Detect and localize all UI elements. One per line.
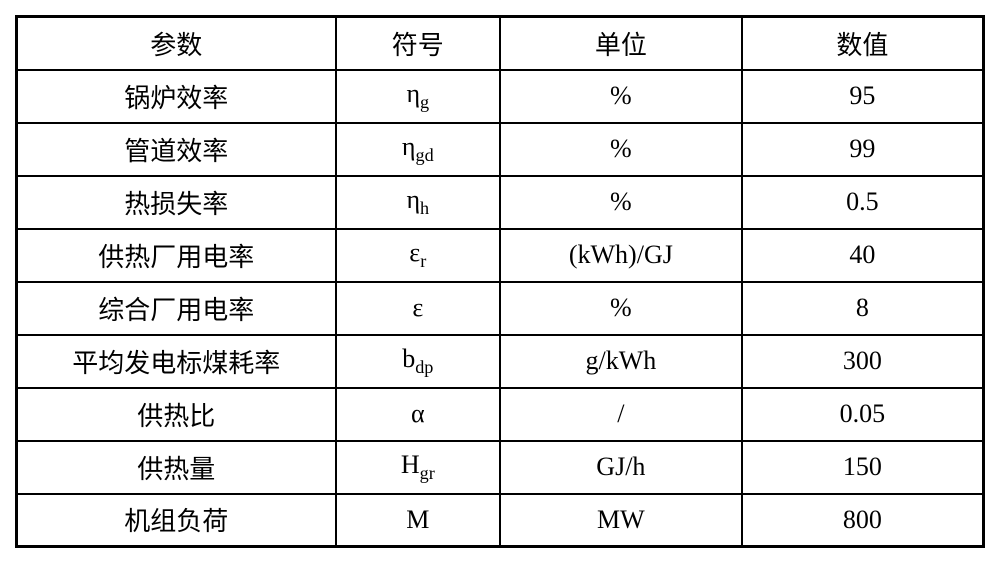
cell-value: 150 (742, 441, 984, 494)
cell-symbol: ηgd (336, 123, 500, 176)
table-row: 综合厂用电率ε%8 (17, 282, 984, 335)
cell-unit: % (500, 176, 742, 229)
cell-symbol: ηg (336, 70, 500, 123)
cell-param: 供热量 (17, 441, 336, 494)
cell-symbol: bdp (336, 335, 500, 388)
table-row: 锅炉效率ηg%95 (17, 70, 984, 123)
header-value: 数值 (742, 17, 984, 70)
cell-unit: (kWh)/GJ (500, 229, 742, 282)
cell-param: 热损失率 (17, 176, 336, 229)
cell-param: 综合厂用电率 (17, 282, 336, 335)
cell-value: 0.5 (742, 176, 984, 229)
table-row: 平均发电标煤耗率bdpg/kWh300 (17, 335, 984, 388)
cell-symbol: α (336, 388, 500, 441)
cell-value: 99 (742, 123, 984, 176)
cell-param: 平均发电标煤耗率 (17, 335, 336, 388)
cell-param: 锅炉效率 (17, 70, 336, 123)
parameter-table: 参数 符号 单位 数值 锅炉效率ηg%95管道效率ηgd%99热损失率ηh%0.… (15, 15, 985, 548)
cell-unit: g/kWh (500, 335, 742, 388)
cell-unit: % (500, 70, 742, 123)
cell-unit: MW (500, 494, 742, 547)
cell-param: 管道效率 (17, 123, 336, 176)
cell-symbol: ηh (336, 176, 500, 229)
cell-symbol: ε (336, 282, 500, 335)
table-row: 供热比α/0.05 (17, 388, 984, 441)
parameter-table-container: 参数 符号 单位 数值 锅炉效率ηg%95管道效率ηgd%99热损失率ηh%0.… (15, 15, 985, 548)
header-param: 参数 (17, 17, 336, 70)
cell-symbol: M (336, 494, 500, 547)
table-row: 供热量HgrGJ/h150 (17, 441, 984, 494)
cell-param: 供热厂用电率 (17, 229, 336, 282)
table-row: 热损失率ηh%0.5 (17, 176, 984, 229)
table-body: 锅炉效率ηg%95管道效率ηgd%99热损失率ηh%0.5供热厂用电率εr(kW… (17, 70, 984, 547)
cell-value: 95 (742, 70, 984, 123)
cell-value: 8 (742, 282, 984, 335)
cell-symbol: Hgr (336, 441, 500, 494)
cell-value: 0.05 (742, 388, 984, 441)
cell-param: 机组负荷 (17, 494, 336, 547)
cell-value: 800 (742, 494, 984, 547)
cell-unit: % (500, 282, 742, 335)
cell-unit: GJ/h (500, 441, 742, 494)
header-symbol: 符号 (336, 17, 500, 70)
cell-symbol: εr (336, 229, 500, 282)
cell-param: 供热比 (17, 388, 336, 441)
header-unit: 单位 (500, 17, 742, 70)
cell-unit: / (500, 388, 742, 441)
table-header-row: 参数 符号 单位 数值 (17, 17, 984, 70)
table-row: 管道效率ηgd%99 (17, 123, 984, 176)
cell-unit: % (500, 123, 742, 176)
cell-value: 40 (742, 229, 984, 282)
table-row: 机组负荷MMW800 (17, 494, 984, 547)
table-row: 供热厂用电率εr(kWh)/GJ40 (17, 229, 984, 282)
cell-value: 300 (742, 335, 984, 388)
